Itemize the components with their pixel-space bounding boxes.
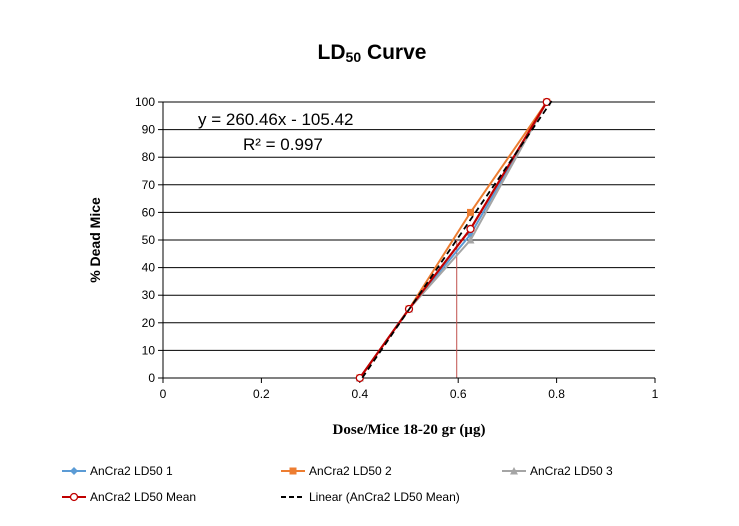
trendline	[361, 100, 553, 379]
x-tick-label-2: 0.4	[351, 387, 368, 401]
y-tick-label-60: 60	[142, 205, 156, 219]
y-tick-label-30: 30	[142, 288, 156, 302]
y-tick-label-100: 100	[135, 95, 155, 109]
x-tick-label-5: 1	[652, 387, 659, 401]
r-squared-annotation: R² = 0.997	[243, 135, 323, 154]
series-line-4	[358, 101, 548, 379]
y-tick-label-0: 0	[148, 371, 155, 385]
x-tick-label-1: 0.2	[253, 387, 270, 401]
y-tick-label-70: 70	[142, 178, 156, 192]
y-tick-label-20: 20	[142, 316, 156, 330]
trendline-group	[361, 100, 553, 379]
chart-title-main: LD	[318, 41, 346, 64]
y-tick-label-80: 80	[142, 150, 156, 164]
legend-label-3: AnCra2 LD50 3	[530, 464, 613, 478]
chart-title-rest: Curve	[361, 41, 426, 64]
legend-label-1: AnCra2 LD50 1	[90, 464, 173, 478]
legend: AnCra2 LD50 1 AnCra2 LD50 2 AnCra2 LD50 3 A…	[62, 464, 613, 504]
y-tick-label-40: 40	[142, 261, 156, 275]
legend-marker-4	[69, 492, 79, 502]
y-tick-label-10: 10	[142, 343, 156, 357]
x-tick-label-4: 0.8	[548, 387, 565, 401]
legend-marker-1	[70, 467, 78, 475]
x-tick-label-3: 0.6	[450, 387, 467, 401]
axes: 0 10 20 30 40 50 60 70 80 90 100 0 0.2 0.4 0.6 0.8 1	[135, 95, 659, 401]
legend-label-4: AnCra2 LD50 Mean	[90, 490, 196, 504]
series-group	[355, 97, 551, 383]
series-2-point-2	[467, 208, 474, 216]
y-axis-label: % Dead Mice	[87, 197, 103, 283]
series-3-point-2	[466, 236, 475, 244]
chart-title: LD50 Curve	[318, 41, 427, 65]
gridlines	[163, 101, 655, 351]
legend-label-2: AnCra2 LD50 2	[309, 464, 392, 478]
legend-marker-3	[510, 467, 518, 475]
x-tick-label-0: 0	[160, 387, 167, 401]
chart-title-subscript: 50	[346, 49, 362, 65]
y-tick-label-50: 50	[142, 233, 156, 247]
series-4-point-0	[355, 373, 364, 383]
equation-annotation: y = 260.46x - 105.42	[198, 110, 353, 129]
x-axis-label: Dose/Mice 18-20 gr (µg)	[333, 422, 486, 438]
legend-label-5: Linear (AnCra2 LD50 Mean)	[309, 490, 460, 504]
legend-marker-2	[289, 467, 297, 475]
series-4-point-2	[466, 224, 475, 234]
y-tick-label-90: 90	[142, 123, 156, 137]
